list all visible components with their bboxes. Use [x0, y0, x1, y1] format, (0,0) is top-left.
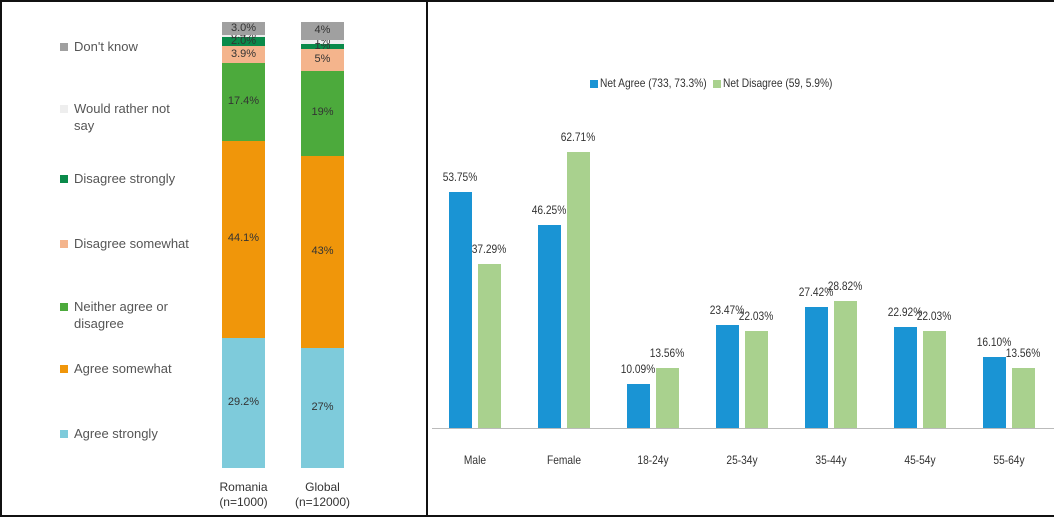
value-label: 2.0%	[230, 34, 257, 47]
bar-segment	[222, 63, 265, 142]
value-label: 27%	[311, 400, 334, 413]
bar-segment	[301, 48, 344, 72]
value-label: 16.10%	[976, 335, 1012, 350]
legend-label: Agree strongly	[74, 426, 158, 441]
bar	[626, 383, 650, 428]
legend-item: Agree strongly	[60, 425, 189, 442]
bar	[893, 327, 917, 428]
x-tick-label: Male	[463, 453, 486, 467]
legend-label: Disagree somewhat	[74, 236, 189, 251]
bar-segment	[301, 155, 344, 348]
legend-label: Disagree strongly	[74, 171, 176, 186]
bar	[804, 307, 828, 428]
baseline	[432, 428, 1054, 429]
legend-swatch	[60, 303, 68, 311]
legend-item: Disagree strongly	[60, 170, 189, 187]
value-label: 19%	[311, 106, 334, 119]
value-label: 53.75%	[442, 169, 478, 184]
value-label: 5%	[314, 52, 331, 65]
bar-segment	[301, 347, 344, 468]
legend-label: Would rather not say	[74, 101, 170, 133]
bar-segment	[301, 39, 344, 45]
legend-item: Don't know	[60, 38, 189, 55]
bar	[922, 331, 946, 428]
bar-segment	[301, 44, 344, 49]
category-label: Romania (n=1000)	[219, 480, 268, 509]
x-tick-label: 55-64y	[992, 453, 1025, 467]
bar-segment	[222, 22, 265, 36]
legend-swatch	[60, 430, 68, 438]
bar	[982, 357, 1006, 428]
value-label: 29.2%	[227, 395, 260, 408]
value-label: 43%	[311, 244, 334, 257]
legend-swatch	[60, 43, 68, 51]
category-label: Global (n=12000)	[294, 480, 351, 509]
value-label: 62.71%	[560, 130, 596, 145]
bar	[566, 152, 590, 428]
bar	[1011, 368, 1035, 428]
x-tick-label: 45-54y	[903, 453, 936, 467]
value-label: 22.92%	[887, 305, 923, 320]
value-label: 46.25%	[531, 202, 567, 217]
value-label: 3.0%	[230, 21, 257, 34]
value-label: 22.03%	[738, 309, 774, 324]
value-label: 4%	[314, 23, 331, 36]
legend-swatch	[60, 365, 68, 373]
right-frame	[426, 0, 1054, 517]
value-label: 10.09%	[620, 361, 656, 376]
bar-segment	[301, 71, 344, 156]
x-tick-label: 25-34y	[725, 453, 758, 467]
bar-segment	[222, 141, 265, 338]
legend-item: Disagree somewhat	[60, 235, 189, 252]
bar-segment	[222, 37, 265, 47]
value-label: 13.56%	[649, 346, 685, 361]
bar-segment	[222, 46, 265, 64]
bar-segment	[222, 337, 265, 468]
bar	[744, 331, 768, 428]
legend-swatch	[60, 240, 68, 248]
bar	[715, 324, 739, 428]
legend-item: Neither agree or disagree	[60, 298, 189, 332]
bar-segment	[301, 22, 344, 40]
value-label: 22.03%	[916, 309, 952, 324]
value-label: 3.9%	[230, 47, 257, 60]
value-label: 17.4%	[227, 95, 260, 108]
legend-swatch	[712, 80, 721, 88]
bar	[537, 224, 561, 428]
bar-segment	[222, 35, 265, 38]
legend-label: Don't know	[74, 39, 138, 54]
value-label: 13.56%	[1005, 346, 1041, 361]
bar	[477, 263, 501, 428]
legend-item: Agree somewhat	[60, 360, 189, 377]
legend-label: Neither agree or disagree	[74, 299, 168, 331]
value-label: 37.29%	[471, 241, 507, 256]
bar	[655, 368, 679, 428]
legend-item: Would rather not say	[60, 100, 189, 134]
legend-swatch	[590, 80, 598, 88]
legend-label: Net Agree (733, 73.3%)	[600, 76, 707, 90]
bar	[448, 191, 472, 428]
legend-swatch	[60, 175, 68, 183]
legend-swatch	[60, 105, 68, 113]
value-label: 27.42%	[798, 285, 834, 300]
bar	[833, 301, 857, 428]
x-tick-label: 35-44y	[814, 453, 847, 467]
value-label: 28.82%	[827, 279, 863, 294]
x-tick-label: Female	[546, 453, 581, 467]
legend-label: Net Disagree (59, 5.9%)	[722, 76, 833, 90]
value-label: 23.47%	[709, 302, 745, 317]
x-tick-label: 18-24y	[636, 453, 669, 467]
value-label: 44.1%	[227, 232, 260, 245]
legend-label: Agree somewhat	[74, 361, 172, 376]
